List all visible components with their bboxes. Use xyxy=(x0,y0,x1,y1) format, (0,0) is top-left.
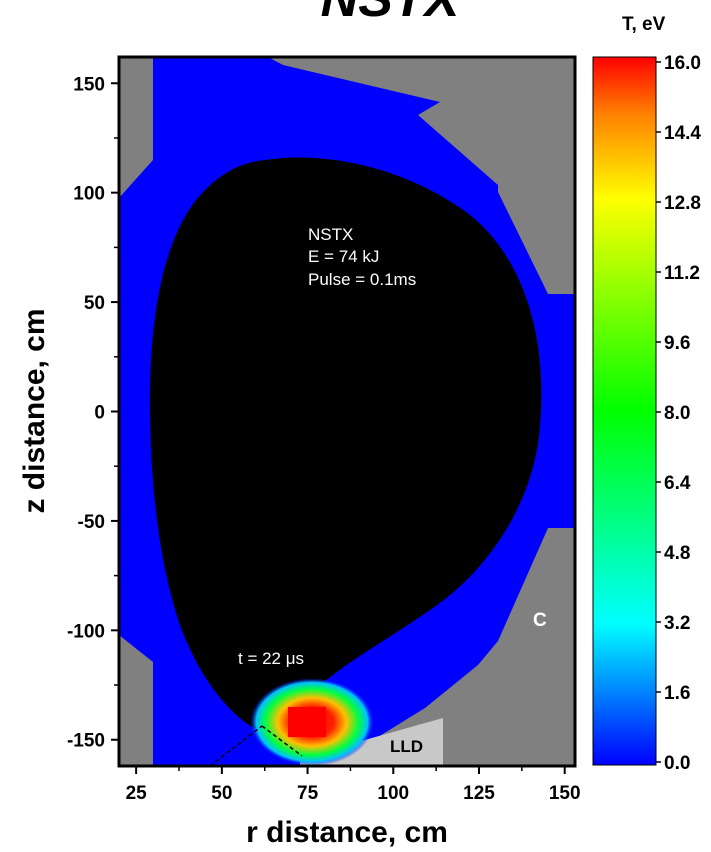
colorbar-tick-label: 9.6 xyxy=(664,333,690,354)
y-tick-label: -50 xyxy=(78,512,105,533)
colorbar-tick-label: 4.8 xyxy=(664,543,690,564)
annotation-pulse: Pulse = 0.1ms xyxy=(308,270,416,289)
x-axis: 25 50 75 100 125 150 xyxy=(126,766,581,804)
y-tick-label: -100 xyxy=(67,621,105,642)
y-axis-label: z distance, cm xyxy=(18,308,51,513)
annotation-divertor: LLD xyxy=(390,737,423,756)
chart-title: NSTX xyxy=(321,0,463,28)
x-tick-label: 150 xyxy=(549,783,581,804)
plot-area xyxy=(119,57,575,766)
x-axis-label: r distance, cm xyxy=(246,816,448,849)
y-axis: 150 100 50 0 -50 -100 -150 xyxy=(67,74,119,752)
x-tick-label: 100 xyxy=(377,783,409,804)
x-tick-label: 25 xyxy=(126,783,148,804)
divertor-dashed-line xyxy=(209,725,263,766)
annotation-energy: E = 74 kJ xyxy=(308,247,379,266)
core-plasma xyxy=(150,157,542,731)
y-tick-label: 100 xyxy=(73,184,105,205)
colorbar-tick-label: 16.0 xyxy=(664,53,701,74)
x-tick-label: 50 xyxy=(211,783,232,804)
colorbar-tick-label: 1.6 xyxy=(664,683,690,704)
colorbar-tick-label: 3.2 xyxy=(664,613,690,634)
annotation-time: t = 22 μs xyxy=(238,649,304,668)
colorbar-tick-label: 12.8 xyxy=(664,193,701,214)
colorbar-tick-label: 6.4 xyxy=(664,473,691,494)
y-tick-label: 0 xyxy=(94,403,105,424)
colorbar-label: T, eV xyxy=(622,14,666,35)
y-tick-label: 150 xyxy=(73,74,105,95)
colorbar-tick-label: 8.0 xyxy=(664,403,690,424)
annotation-wall-material: C xyxy=(533,610,547,631)
x-tick-label: 125 xyxy=(463,783,495,804)
y-tick-label: -150 xyxy=(67,731,105,752)
divertor-dashed-line-2 xyxy=(261,725,303,757)
colorbar-tick-label: 11.2 xyxy=(664,263,700,284)
colorbar-ticks: 16.0 14.4 12.8 11.2 9.6 8.0 6.4 4.8 3.2 1.6 0.0 xyxy=(656,53,701,774)
hot-spot-core xyxy=(288,707,326,737)
colorbar-tick-label: 14.4 xyxy=(664,123,701,144)
colorbar-tick-label: 0.0 xyxy=(664,753,690,774)
annotation-device: NSTX xyxy=(308,225,353,244)
y-tick-label: 50 xyxy=(84,293,105,314)
x-tick-label: 75 xyxy=(297,783,319,804)
colorbar xyxy=(592,56,657,766)
